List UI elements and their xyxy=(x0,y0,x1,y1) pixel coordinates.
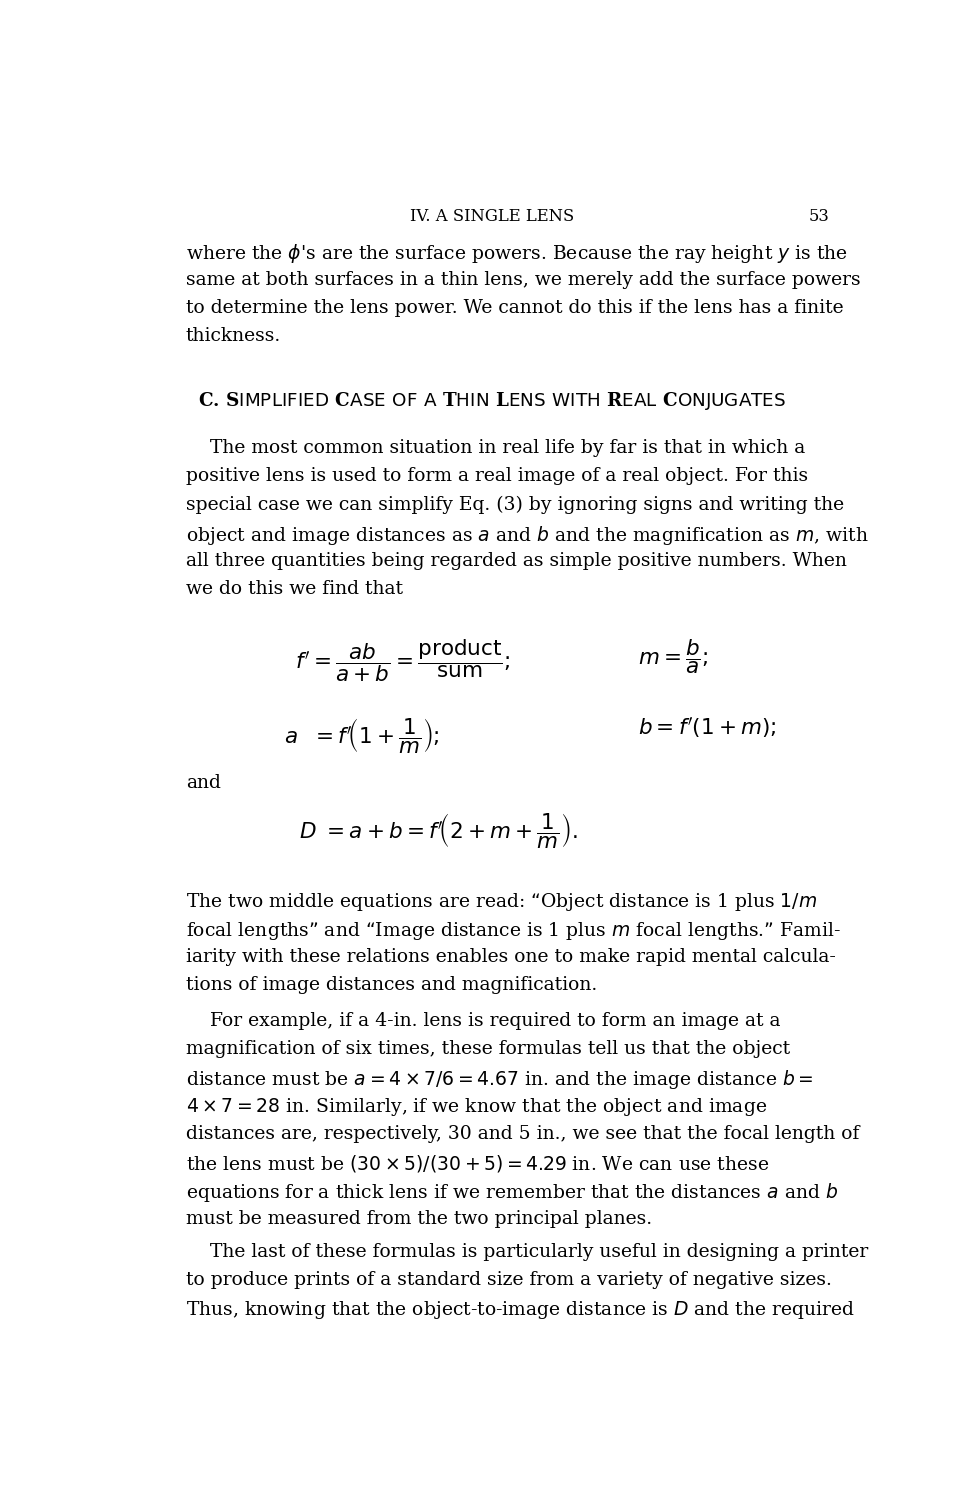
Text: tions of image distances and magnification.: tions of image distances and magnificati… xyxy=(185,976,597,994)
Text: positive lens is used to form a real image of a real object. For this: positive lens is used to form a real ima… xyxy=(185,466,808,484)
Text: $b = f'(1+m);$: $b = f'(1+m);$ xyxy=(638,716,776,741)
Text: to produce prints of a standard size from a variety of negative sizes.: to produce prints of a standard size fro… xyxy=(185,1270,831,1288)
Text: The last of these formulas is particularly useful in designing a printer: The last of these formulas is particular… xyxy=(185,1242,868,1260)
Text: distances are, respectively, 30 and 5 in., we see that the focal length of: distances are, respectively, 30 and 5 in… xyxy=(185,1125,859,1143)
Text: special case we can simplify Eq. (3) by ignoring signs and writing the: special case we can simplify Eq. (3) by … xyxy=(185,495,844,513)
Text: same at both surfaces in a thin lens, we merely add the surface powers: same at both surfaces in a thin lens, we… xyxy=(185,270,860,288)
Text: the lens must be $(30 \times 5)/(30 + 5) = 4.29$ in. We can use these: the lens must be $(30 \times 5)/(30 + 5)… xyxy=(185,1154,769,1174)
Text: where the $\phi$'s are the surface powers. Because the ray height $y$ is the: where the $\phi$'s are the surface power… xyxy=(185,243,848,266)
Text: $f' = \dfrac{ab}{a+b} = \dfrac{\mathrm{product}}{\mathrm{sum}};$: $f' = \dfrac{ab}{a+b} = \dfrac{\mathrm{p… xyxy=(295,638,510,684)
Text: magnification of six times, these formulas tell us that the object: magnification of six times, these formul… xyxy=(185,1040,790,1058)
Text: equations for a thick lens if we remember that the distances $a$ and $b$: equations for a thick lens if we remembe… xyxy=(185,1182,838,1204)
Text: to determine the lens power. We cannot do this if the lens has a finite: to determine the lens power. We cannot d… xyxy=(185,298,844,316)
Text: iarity with these relations enables one to make rapid mental calcula-: iarity with these relations enables one … xyxy=(185,948,835,966)
Text: distance must be $a = 4 \times 7/6 = 4.67$ in. and the image distance $b =$: distance must be $a = 4 \times 7/6 = 4.6… xyxy=(185,1068,813,1090)
Text: and: and xyxy=(185,774,220,792)
Text: The two middle equations are read: “Object distance is 1 plus $1/m$: The two middle equations are read: “Obje… xyxy=(185,891,817,914)
Text: $a\ \ = f'\!\left(1 + \dfrac{1}{m}\right);$: $a\ \ = f'\!\left(1 + \dfrac{1}{m}\right… xyxy=(284,716,439,754)
Text: $D\ = a + b = f'\!\left(2 + m + \dfrac{1}{m}\right).$: $D\ = a + b = f'\!\left(2 + m + \dfrac{1… xyxy=(299,810,578,849)
Text: The most common situation in real life by far is that in which a: The most common situation in real life b… xyxy=(185,438,805,456)
Text: $m = \dfrac{b}{a};$: $m = \dfrac{b}{a};$ xyxy=(638,638,708,676)
Text: focal lengths” and “Image distance is 1 plus $m$ focal lengths.” Famil-: focal lengths” and “Image distance is 1 … xyxy=(185,920,841,942)
Text: For example, if a 4-in. lens is required to form an image at a: For example, if a 4-in. lens is required… xyxy=(185,1011,780,1029)
Text: we do this we find that: we do this we find that xyxy=(185,580,403,598)
Text: IV. A SINGLE LENS: IV. A SINGLE LENS xyxy=(410,207,575,225)
Text: object and image distances as $a$ and $b$ and the magnification as $m$, with: object and image distances as $a$ and $b… xyxy=(185,524,869,546)
Text: must be measured from the two principal planes.: must be measured from the two principal … xyxy=(185,1209,652,1227)
Text: $4 \times 7 = 28$ in. Similarly, if we know that the object and image: $4 \times 7 = 28$ in. Similarly, if we k… xyxy=(185,1096,767,1119)
Text: Thus, knowing that the object-to-image distance is $D$ and the required: Thus, knowing that the object-to-image d… xyxy=(185,1299,854,1322)
Text: all three quantities being regarded as simple positive numbers. When: all three quantities being regarded as s… xyxy=(185,552,847,570)
Text: 53: 53 xyxy=(808,207,829,225)
Text: C. S$\rm{IMPLIFIED}$ C$\rm{ASE}$ $\rm{OF}$ $\rm{A}$ T$\rm{HIN}$ L$\rm{ENS}$ $\rm: C. S$\rm{IMPLIFIED}$ C$\rm{ASE}$ $\rm{OF… xyxy=(198,390,787,412)
Text: thickness.: thickness. xyxy=(185,327,281,345)
